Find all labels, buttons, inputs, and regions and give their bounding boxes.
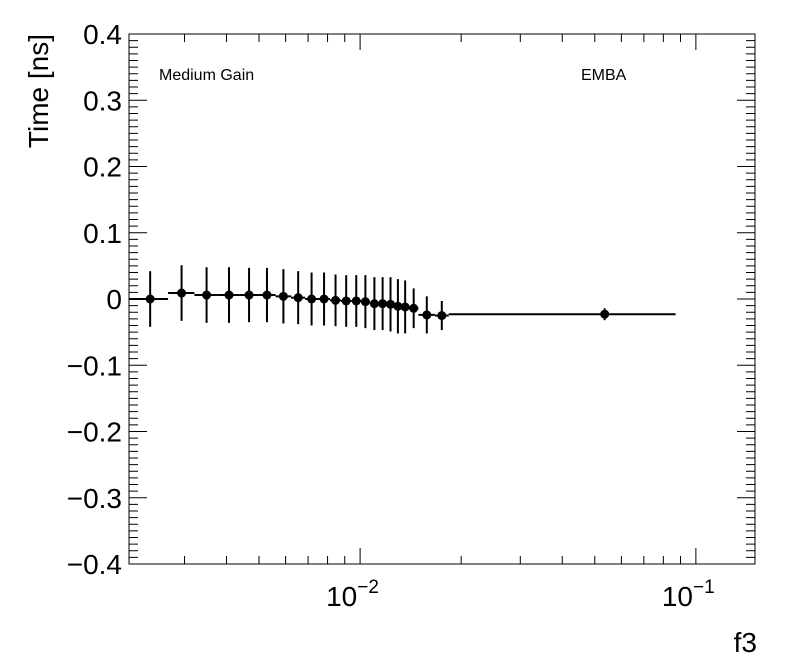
point-marker <box>369 299 379 309</box>
x-tick-label: 10−1 <box>662 577 715 612</box>
data-series <box>129 265 676 334</box>
x-tick-label: 10−2 <box>326 577 379 612</box>
y-tick-label: 0 <box>106 284 122 315</box>
point-marker <box>307 294 317 304</box>
point-marker <box>202 290 212 300</box>
y-tick-label: 0.2 <box>83 152 122 183</box>
data-point <box>239 267 259 323</box>
point-marker <box>177 288 187 298</box>
data-point <box>393 279 403 334</box>
point-marker <box>600 309 610 319</box>
plot-frame <box>128 33 756 565</box>
x-tick-labels: 10−2 10−1 <box>326 577 715 612</box>
point-marker <box>341 296 351 306</box>
y-axis-label: Time [ns] <box>23 34 54 148</box>
y-tick-label: 0.1 <box>83 218 122 249</box>
data-point <box>400 280 410 334</box>
point-marker <box>319 294 329 304</box>
data-point <box>305 272 318 326</box>
y-tick-label: −0.2 <box>67 417 122 448</box>
x-axis-label: f3 <box>734 627 757 658</box>
annotation-partition: EMBA <box>581 67 627 84</box>
data-point <box>275 269 292 324</box>
point-marker <box>437 311 447 321</box>
point-marker <box>386 299 396 309</box>
y-tick-label: −0.1 <box>67 350 122 381</box>
point-marker <box>360 297 370 307</box>
y-tick-label: 0.3 <box>83 85 122 116</box>
point-marker <box>331 295 341 305</box>
data-point <box>351 275 361 327</box>
y-tick-label: −0.3 <box>67 483 122 514</box>
data-point <box>448 308 676 321</box>
data-point <box>317 272 330 326</box>
data-point <box>194 267 218 323</box>
axis-ticks <box>129 33 755 565</box>
y-tick-label: −0.4 <box>67 549 122 580</box>
data-point <box>386 277 396 332</box>
point-marker <box>378 299 388 309</box>
annotation-gain: Medium Gain <box>159 67 254 84</box>
y-tick-labels: 0.4 0.3 0.2 0.1 0 −0.1 −0.2 −0.3 −0.4 <box>67 19 122 580</box>
data-point <box>418 296 435 334</box>
point-marker <box>278 291 288 301</box>
y-tick-label: 0.4 <box>83 19 122 50</box>
point-marker <box>244 290 254 300</box>
data-point <box>168 265 195 321</box>
point-marker <box>351 296 361 306</box>
data-point <box>329 274 341 327</box>
data-point <box>434 300 449 331</box>
data-point <box>408 288 419 329</box>
point-marker <box>393 301 403 311</box>
data-point <box>291 271 306 325</box>
data-point <box>129 271 169 327</box>
data-point <box>360 275 370 329</box>
data-point <box>378 277 388 331</box>
data-point <box>217 267 240 323</box>
data-point <box>258 267 276 323</box>
point-marker <box>145 294 155 304</box>
data-point <box>340 275 352 327</box>
point-marker <box>224 290 234 300</box>
point-marker <box>400 302 410 312</box>
data-point <box>369 277 379 331</box>
point-marker <box>262 290 272 300</box>
point-marker <box>293 293 303 303</box>
point-marker <box>422 310 432 320</box>
point-marker <box>409 303 419 313</box>
